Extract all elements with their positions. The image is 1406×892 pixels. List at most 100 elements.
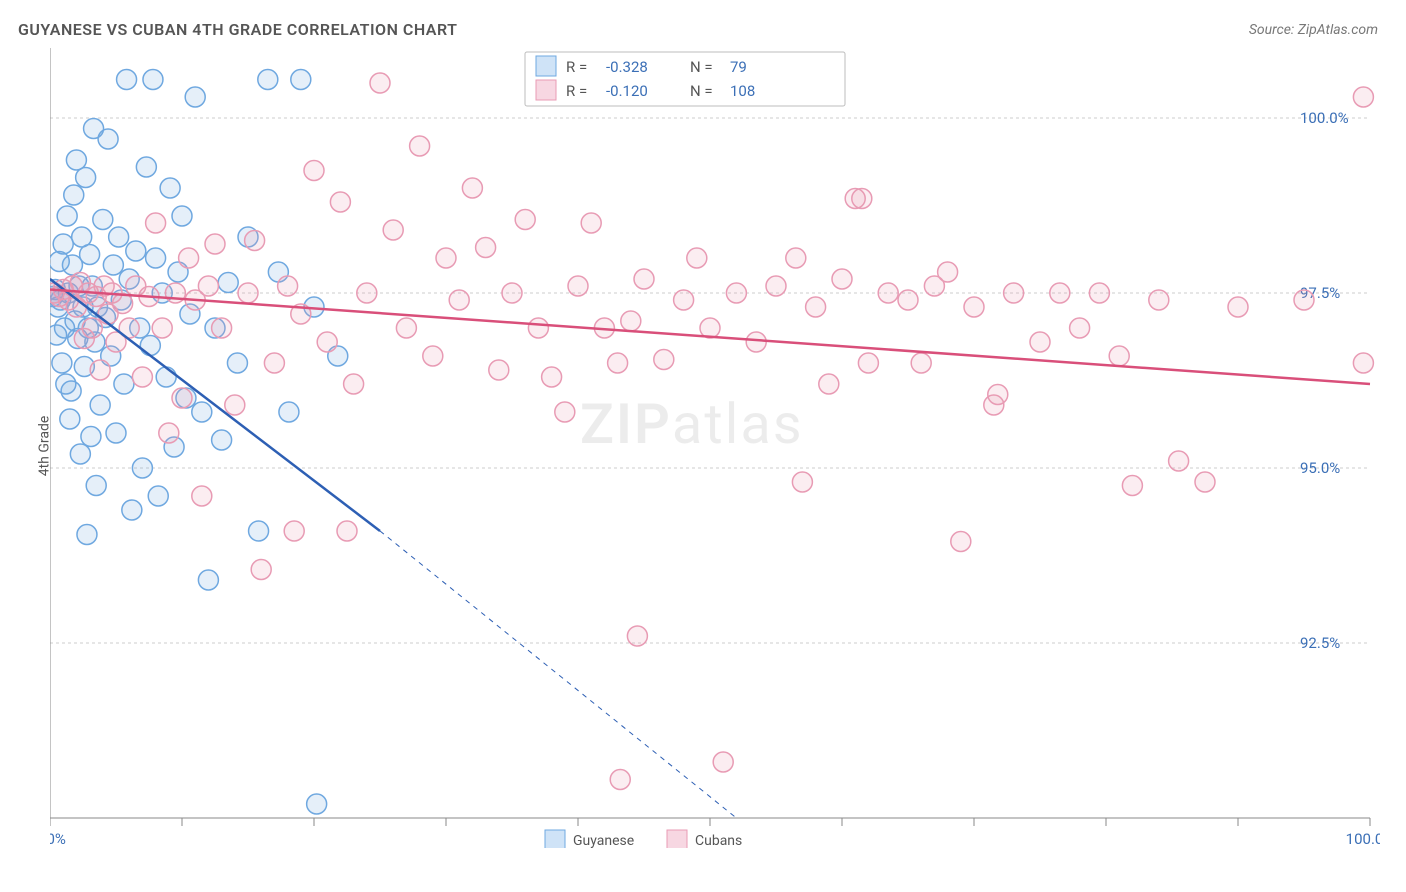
data-point [117, 70, 137, 90]
data-point [172, 206, 192, 226]
data-point [423, 346, 443, 366]
legend-label: Guyanese [573, 833, 634, 848]
data-point [542, 367, 562, 387]
data-point [77, 525, 97, 545]
data-point [858, 353, 878, 373]
data-point [898, 290, 918, 310]
data-point [330, 192, 350, 212]
data-point [436, 248, 456, 268]
data-point [1004, 283, 1024, 303]
data-point [938, 262, 958, 282]
data-point [156, 367, 176, 387]
scatter-plot: 92.5%95.0%97.5%100.0% 0.0%100.0% ZIPatla… [50, 48, 1380, 848]
data-point [126, 241, 146, 261]
data-point [60, 409, 80, 429]
watermark: ZIPatlas [580, 391, 804, 457]
data-point [212, 318, 232, 338]
data-point [357, 283, 377, 303]
data-point [911, 353, 931, 373]
data-point [1353, 87, 1373, 107]
data-point [122, 500, 142, 520]
data-point [792, 472, 812, 492]
data-point [82, 318, 102, 338]
data-point [106, 423, 126, 443]
data-point [90, 395, 110, 415]
data-point [581, 213, 601, 233]
legend-swatch [536, 80, 556, 100]
data-point [132, 458, 152, 478]
data-point [1089, 283, 1109, 303]
data-point [284, 521, 304, 541]
data-point [279, 402, 299, 422]
data-point [81, 427, 101, 447]
data-point [852, 189, 872, 209]
legend-swatch [536, 56, 556, 76]
data-point [746, 332, 766, 352]
data-point [179, 248, 199, 268]
data-point [410, 136, 430, 156]
data-point [57, 206, 77, 226]
data-point [370, 73, 390, 93]
svg-text:79: 79 [730, 58, 747, 76]
data-point [98, 129, 118, 149]
data-point [103, 255, 123, 275]
data-point [93, 210, 113, 230]
svg-text:N =: N = [690, 58, 713, 76]
svg-text:-0.120: -0.120 [606, 82, 648, 100]
data-point [76, 168, 96, 188]
trend-line-extrapolated [380, 531, 736, 818]
data-point [198, 570, 218, 590]
svg-text:0.0%: 0.0% [50, 830, 66, 848]
data-point [114, 374, 134, 394]
data-point [143, 70, 163, 90]
data-point [476, 238, 496, 258]
data-point [245, 231, 265, 251]
legend-swatch [667, 830, 687, 848]
data-point [140, 336, 160, 356]
data-point [136, 157, 156, 177]
data-point [52, 353, 72, 373]
data-point [449, 290, 469, 310]
data-point [344, 374, 364, 394]
data-point [146, 248, 166, 268]
data-point [568, 276, 588, 296]
data-point [227, 353, 247, 373]
data-point [555, 402, 575, 422]
data-point [878, 283, 898, 303]
data-point [278, 276, 298, 296]
data-point [610, 770, 630, 790]
data-point [396, 318, 416, 338]
data-point [674, 290, 694, 310]
data-point [113, 294, 133, 314]
svg-text:R =: R = [566, 82, 587, 100]
data-point [1353, 353, 1373, 373]
data-point [462, 178, 482, 198]
data-point [251, 560, 271, 580]
data-point [205, 234, 225, 254]
data-point [502, 283, 522, 303]
data-point [964, 297, 984, 317]
data-point [317, 332, 337, 352]
data-point [951, 532, 971, 552]
data-point [146, 213, 166, 233]
series-legend: GuyaneseCubans [545, 830, 742, 848]
data-point [383, 220, 403, 240]
data-point [185, 87, 205, 107]
svg-text:100.0%: 100.0% [1346, 830, 1380, 848]
data-point [1050, 283, 1070, 303]
data-point [90, 360, 110, 380]
data-point [786, 248, 806, 268]
data-point [192, 486, 212, 506]
data-point [160, 178, 180, 198]
data-point [988, 385, 1008, 405]
data-point [627, 626, 647, 646]
data-point [654, 350, 674, 370]
data-point [634, 269, 654, 289]
svg-text:108: 108 [730, 82, 755, 100]
data-point [192, 402, 212, 422]
data-point [198, 276, 218, 296]
data-point [53, 234, 73, 254]
data-point [70, 444, 90, 464]
correlation-legend: R =-0.328N =79R =-0.120N =108 [525, 52, 845, 106]
data-point [806, 297, 826, 317]
